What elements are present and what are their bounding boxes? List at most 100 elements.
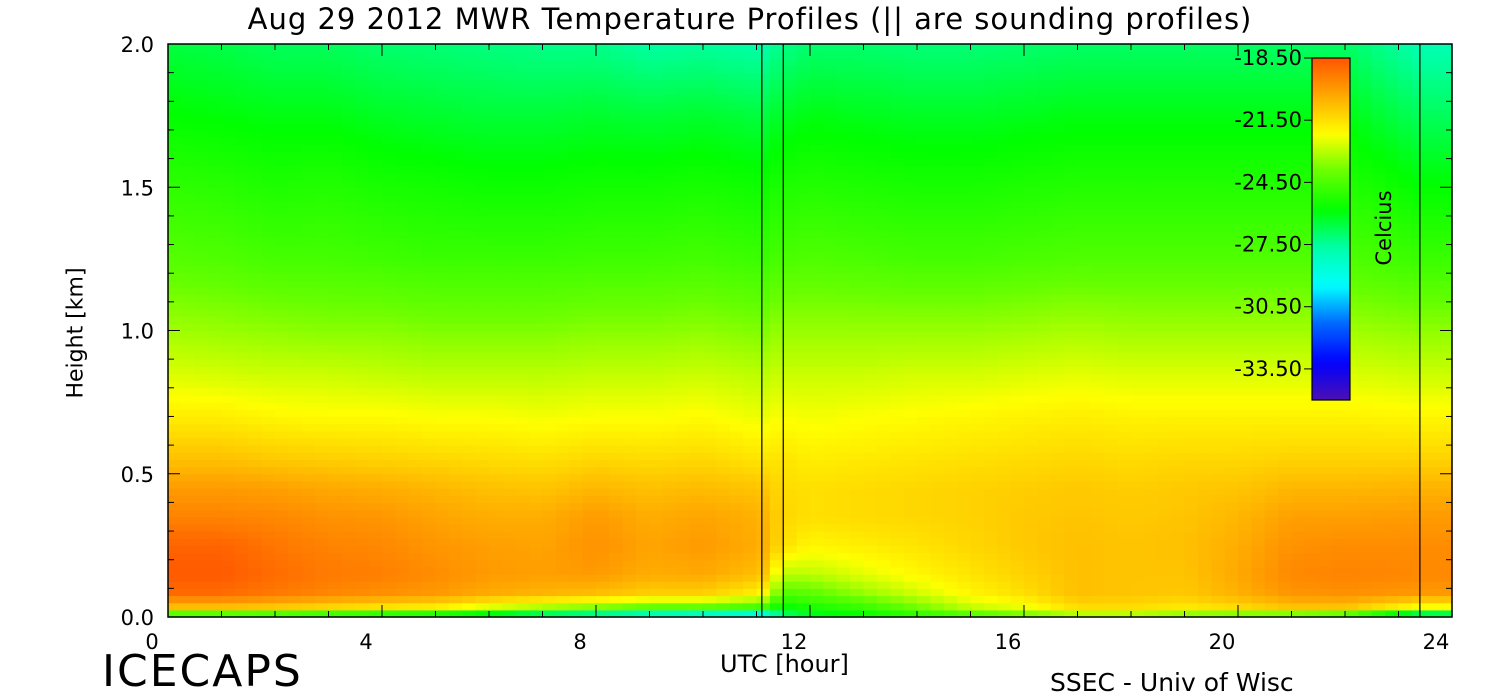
heatmap-cell [769, 201, 784, 210]
heatmap-cell [529, 602, 544, 611]
heatmap-cell [970, 187, 985, 196]
heatmap-cell [836, 502, 851, 511]
heatmap-cell [863, 394, 878, 403]
heatmap-cell [810, 337, 824, 346]
heatmap-cell [555, 44, 570, 52]
heatmap-cell [703, 309, 717, 317]
heatmap-cell [756, 258, 771, 267]
heatmap-cell [622, 65, 637, 74]
heatmap-cell [288, 65, 303, 74]
heatmap-cell [489, 44, 503, 52]
heatmap-cell [555, 301, 570, 310]
heatmap-cell [515, 151, 530, 160]
heatmap-cell [983, 165, 998, 174]
heatmap-cell [756, 158, 771, 167]
heatmap-cell [288, 359, 303, 367]
heatmap-cell [743, 187, 758, 196]
heatmap-cell [221, 473, 236, 482]
heatmap-cell [542, 344, 557, 353]
heatmap-cell [890, 165, 905, 174]
heatmap-cell [943, 323, 958, 332]
heatmap-cell [676, 566, 691, 575]
heatmap-cell [181, 187, 196, 196]
heatmap-cell [382, 488, 396, 496]
heatmap-cell [930, 294, 945, 303]
heatmap-cell [836, 215, 851, 224]
heatmap-cell [355, 237, 370, 246]
heatmap-cell [796, 538, 811, 546]
heatmap-cell [930, 94, 945, 102]
heatmap-cell [448, 552, 463, 561]
heatmap-cell [315, 423, 330, 432]
heatmap-cell [729, 72, 744, 81]
heatmap-cell [328, 101, 343, 110]
heatmap-cell [850, 380, 865, 389]
heatmap-cell [422, 223, 437, 231]
heatmap-cell [622, 108, 637, 117]
heatmap-cell [328, 344, 343, 353]
heatmap-cell [341, 79, 356, 88]
heatmap-cell [515, 552, 530, 561]
heatmap-cell [489, 380, 503, 389]
heatmap-cell [743, 516, 758, 525]
heatmap-cell [301, 151, 316, 160]
heatmap-cell [703, 344, 717, 353]
heatmap-cell [662, 251, 677, 260]
heatmap-cell [328, 581, 343, 589]
heatmap-cell [636, 409, 651, 418]
heatmap-cell [649, 351, 664, 360]
heatmap-cell [716, 309, 731, 317]
heatmap-cell [743, 351, 758, 360]
heatmap-cell [783, 158, 798, 167]
heatmap-cell [823, 244, 838, 253]
heatmap-cell [676, 258, 691, 267]
heatmap-cell [662, 194, 677, 203]
heatmap-cell [341, 294, 356, 303]
heatmap-cell [783, 122, 798, 131]
heatmap-cell [863, 373, 878, 382]
heatmap-cell [943, 559, 958, 568]
heatmap-cell [181, 58, 196, 67]
heatmap-cell [983, 538, 998, 546]
heatmap-cell [703, 437, 717, 446]
heatmap-cell [689, 172, 704, 181]
heatmap-cell [783, 394, 798, 403]
heatmap-cell [743, 108, 758, 117]
heatmap-cell [555, 316, 570, 324]
heatmap-cell [903, 108, 918, 117]
heatmap-cell [221, 158, 236, 167]
heatmap-cell [234, 351, 249, 360]
heatmap-cell [462, 51, 477, 59]
heatmap-cell [890, 86, 905, 95]
heatmap-cell [475, 509, 490, 518]
heatmap-cell [850, 266, 865, 274]
heatmap-cell [275, 588, 289, 597]
heatmap-cell [823, 79, 838, 88]
heatmap-cell [261, 58, 276, 67]
heatmap-cell [234, 72, 249, 81]
heatmap-cell [248, 237, 263, 246]
heatmap-cell [435, 473, 450, 482]
heatmap-cell [716, 609, 731, 618]
heatmap-cell [408, 258, 423, 267]
heatmap-cell [689, 595, 704, 604]
heatmap-cell [729, 258, 744, 267]
heatmap-cell [796, 151, 811, 160]
heatmap-cell [234, 237, 249, 246]
heatmap-cell [555, 151, 570, 160]
heatmap-cell [234, 416, 249, 425]
heatmap-cell [555, 251, 570, 260]
heatmap-cell [609, 301, 624, 310]
heatmap-cell [636, 158, 651, 167]
heatmap-cell [689, 351, 704, 360]
heatmap-cell [622, 44, 637, 52]
heatmap-cell [769, 445, 784, 453]
heatmap-cell [234, 423, 249, 432]
heatmap-cell [248, 251, 263, 260]
heatmap-cell [489, 509, 503, 518]
heatmap-cell [622, 237, 637, 246]
heatmap-cell [555, 609, 570, 618]
heatmap-cell [823, 466, 838, 475]
heatmap-cell [462, 566, 477, 575]
heatmap-cell [716, 344, 731, 353]
